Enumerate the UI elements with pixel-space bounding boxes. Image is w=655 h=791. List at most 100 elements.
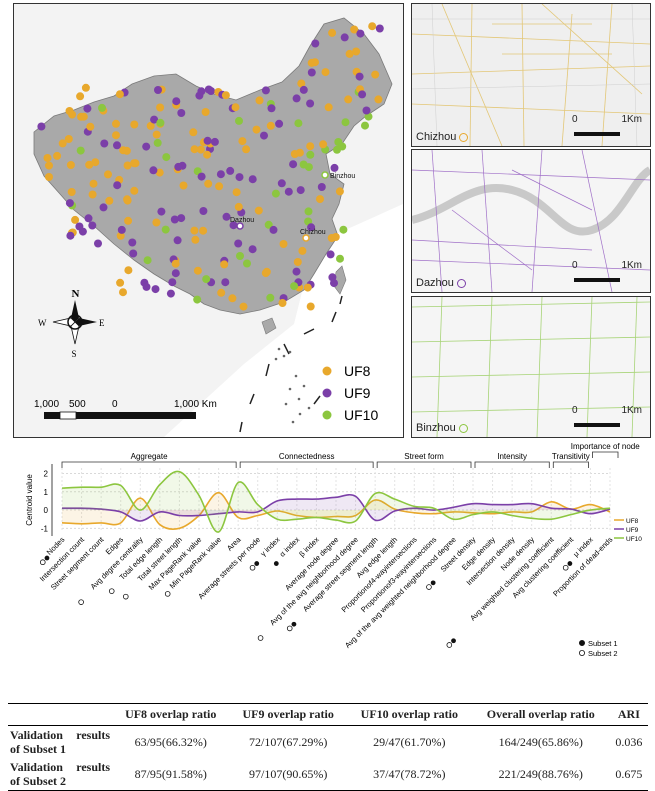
city-dot	[83, 104, 92, 113]
dazhou-map-label: Dazhou	[230, 217, 254, 224]
city-dot	[238, 137, 247, 146]
city-dot	[94, 239, 102, 248]
city-dot	[130, 120, 139, 129]
city-dot	[193, 266, 202, 275]
city-dot	[86, 122, 95, 131]
city-dot	[264, 220, 273, 229]
validation-results-table: UF8 overlap ratio UF9 overlap ratio UF10…	[8, 703, 648, 791]
city-dot	[266, 293, 275, 302]
city-dot	[374, 95, 383, 104]
table-cell: 164/249(65.86%)	[498, 734, 583, 749]
city-dot	[221, 278, 230, 287]
city-dot	[196, 145, 205, 154]
subset2-marker	[39, 559, 46, 566]
city-dot	[179, 181, 188, 190]
subset-legend-label: Subset 2	[588, 649, 618, 658]
subset2-marker	[257, 635, 264, 641]
city-dot	[254, 206, 263, 215]
city-dot	[189, 128, 198, 137]
city-dot	[228, 294, 237, 303]
city-dot	[75, 222, 84, 231]
city-dot	[174, 162, 183, 171]
city-dot	[307, 223, 316, 232]
city-dot	[284, 187, 293, 196]
city-dot	[231, 103, 240, 112]
table-row-label: Validation results of Subset 1	[10, 728, 110, 756]
city-dot	[277, 179, 286, 188]
subset2-marker	[122, 593, 129, 600]
china-map: Dazhou Chizhou Binzhou N S W E 1,000 500…	[14, 4, 403, 437]
city-dot	[321, 68, 330, 77]
city-dot	[304, 207, 313, 216]
city-dot	[248, 175, 257, 184]
city-dot	[242, 145, 251, 154]
city-dot	[335, 187, 344, 196]
table-cell: 0.675	[609, 758, 648, 791]
city-dot	[203, 150, 212, 159]
table-header: UF10 overlap ratio	[346, 703, 472, 726]
city-dot	[142, 282, 151, 291]
city-dot	[67, 188, 76, 196]
city-dot	[119, 288, 127, 297]
city-dot	[324, 103, 333, 112]
subset-legend-marker	[579, 649, 586, 656]
series-line-UF10	[61, 470, 611, 533]
table-row-label: Validation results of Subset 2	[8, 758, 112, 791]
city-dot	[271, 189, 280, 198]
city-dot	[84, 214, 93, 223]
city-dot	[294, 119, 303, 128]
city-dot	[150, 115, 159, 124]
city-dot	[170, 215, 179, 224]
city-dot	[199, 226, 208, 235]
city-dot	[45, 173, 53, 181]
subset2-marker	[249, 564, 256, 571]
chizhou-street-map	[412, 4, 650, 146]
city-dot	[292, 267, 301, 276]
city-dot	[172, 97, 181, 106]
city-dot	[355, 72, 364, 81]
table-header: UF9 overlap ratio	[229, 703, 347, 726]
city-dot	[195, 91, 204, 100]
inset-chizhou: Chizhou 0 1Km	[411, 3, 651, 147]
city-dot	[142, 142, 151, 151]
city-dot	[197, 172, 206, 181]
city-dot	[316, 195, 324, 204]
city-dot	[361, 121, 369, 130]
city-dot	[45, 161, 53, 170]
city-dot	[319, 140, 328, 149]
table-header: Overall overlap ratio	[471, 703, 610, 726]
city-dot	[326, 250, 335, 259]
city-dot	[124, 216, 133, 225]
map-legend: UF8 UF9 UF10	[322, 363, 378, 423]
city-dot	[168, 278, 177, 287]
city-dot	[252, 125, 261, 134]
city-dot	[100, 139, 109, 148]
legend-uf8: UF8	[344, 363, 371, 379]
city-dot	[122, 146, 131, 155]
city-dot	[68, 110, 77, 119]
city-dot	[116, 278, 125, 287]
table-row: Validation results of Subset 1 63/95(66.3…	[8, 726, 648, 759]
legend-uf10: UF10	[344, 407, 378, 423]
city-dot	[297, 79, 306, 88]
city-dot	[129, 249, 138, 258]
city-dot	[190, 145, 199, 154]
city-dot	[124, 266, 133, 275]
city-dot	[157, 207, 166, 216]
svg-text:1,000: 1,000	[34, 399, 59, 410]
city-dot	[232, 188, 241, 197]
city-dot	[345, 49, 354, 58]
city-dot	[210, 137, 219, 146]
city-dot	[171, 259, 180, 268]
city-dot	[350, 25, 359, 34]
city-dot	[123, 196, 132, 205]
city-dot	[43, 154, 52, 162]
city-dot	[344, 95, 353, 104]
city-dot	[156, 103, 165, 112]
legend-label: UF8	[626, 518, 639, 525]
svg-text:500: 500	[69, 399, 86, 410]
city-dot	[115, 90, 124, 99]
legend-uf9: UF9	[344, 385, 371, 401]
city-dot	[356, 29, 365, 38]
city-dot	[338, 142, 347, 151]
